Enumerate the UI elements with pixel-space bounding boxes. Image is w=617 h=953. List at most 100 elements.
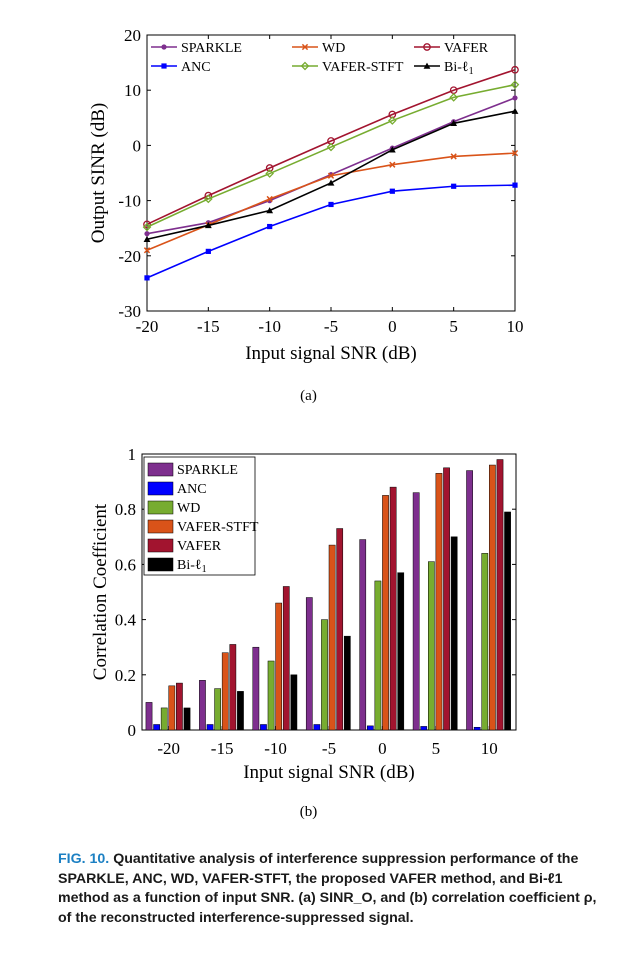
data-point-wd — [511, 149, 519, 157]
x-tick-label-a: -20 — [136, 317, 159, 336]
legend-a: SPARKLE WD VAFER ANC VAFER-STFT Bi-ℓ1 — [151, 41, 489, 77]
data-point-vafer — [143, 220, 151, 229]
legend-label-wd: WD — [322, 41, 345, 56]
bar-vafer — [496, 459, 504, 731]
legend-label-vafer-stft: VAFER-STFT — [177, 520, 259, 535]
data-point-anc — [328, 201, 334, 208]
legend-swatch-anc — [147, 481, 174, 496]
caption-text: Quantitative analysis of interference su… — [58, 851, 597, 926]
legend-swatch-wd — [147, 500, 174, 515]
bar-sparkle — [412, 492, 420, 731]
subfigure-label-b: (b) — [299, 804, 318, 820]
data-point-anc — [389, 188, 395, 194]
figure-number: FIG. 10. — [58, 851, 110, 867]
data-point-anc — [451, 183, 457, 189]
legend-marker-anc — [161, 63, 167, 69]
data-point-vafer-stft — [510, 80, 520, 89]
data-point-bi-1 — [511, 107, 519, 114]
y-tick-label-a: 20 — [124, 26, 141, 45]
x-tick-label-a: 5 — [449, 317, 458, 336]
data-point-bi-1 — [266, 207, 274, 214]
bar-vafer — [282, 586, 290, 731]
data-point-vafer — [511, 65, 519, 74]
bar-vafer — [176, 682, 183, 731]
legend-label-vafer: VAFER — [444, 41, 489, 56]
bar-sparkle — [466, 470, 473, 731]
bar-wd — [214, 688, 221, 731]
bar-vafer — [229, 644, 237, 731]
x-tick-label-b: 0 — [378, 739, 387, 758]
legend-marker-vafer-stft — [300, 61, 310, 71]
legend-marker-wd — [301, 43, 309, 51]
bar-anc — [313, 724, 321, 731]
bar-vafer — [443, 467, 450, 731]
data-point-wd — [266, 195, 273, 203]
data-point-anc — [267, 223, 273, 230]
bar-bi-1 — [343, 635, 351, 731]
data-point-wd — [450, 153, 457, 160]
x-axis-label-b: Input signal SNR (dB) — [243, 762, 415, 783]
series-line-vafer-stft — [146, 83, 516, 228]
data-point-bi-1 — [204, 222, 212, 229]
legend-swatch-bi-1 — [147, 557, 174, 572]
bar-vafer-stft — [168, 685, 176, 731]
data-point-wd — [327, 172, 335, 179]
bar-wd — [374, 580, 382, 731]
y-tick-label-a: -10 — [118, 192, 141, 211]
legend-swatch-vafer — [147, 538, 174, 553]
bar-bi-1 — [183, 707, 191, 731]
bar-anc — [473, 726, 481, 731]
x-tick-label-b: -5 — [322, 739, 336, 758]
y-tick-label-b: 0.6 — [115, 555, 136, 574]
bar-bi-1 — [290, 674, 298, 731]
y-axis-label-b: Correlation Coefficient — [90, 503, 111, 680]
x-tick-label-a: -15 — [197, 317, 220, 336]
legend-label-anc: ANC — [181, 60, 211, 75]
bar-bi-1 — [237, 691, 244, 731]
bar-vafer-stft — [221, 652, 229, 731]
y-tick-label-a: 10 — [124, 81, 141, 100]
bar-bi-1 — [504, 511, 511, 731]
legend-box-b — [143, 456, 256, 576]
data-point-anc — [144, 275, 150, 281]
legend-marker-bi-1 — [423, 62, 431, 69]
y-tick-label-a: -20 — [118, 247, 141, 266]
legend-marker-vafer — [423, 43, 431, 51]
data-point-sparkle — [512, 95, 518, 101]
bar-vafer-stft — [328, 544, 336, 731]
bar-bi-1 — [450, 536, 458, 731]
legend-b: SPARKLE ANC WD VAFER-STFT VAFER Bi-ℓ1 — [143, 456, 259, 576]
y-tick-label-b: 0.4 — [115, 611, 137, 630]
legend-label-vafer-stft: VAFER-STFT — [322, 60, 404, 75]
bar-wd — [267, 660, 275, 731]
legend-label-bi-1: Bi-ℓ1 — [444, 60, 474, 77]
data-point-vafer-stft — [204, 194, 213, 204]
x-tick-label-b: 5 — [432, 739, 441, 758]
x-tick-label-a: 10 — [507, 317, 524, 336]
x-tick-label-b: -20 — [157, 739, 180, 758]
data-point-vafer-stft — [326, 142, 336, 152]
x-tick-label-b: -10 — [264, 739, 287, 758]
figure-caption: FIG. 10. Quantitative analysis of interf… — [58, 850, 613, 928]
bar-sparkle — [252, 646, 260, 731]
y-tick-label-b: 0.2 — [115, 666, 136, 685]
bar-sparkle — [145, 702, 153, 731]
legend-label-sparkle: SPARKLE — [177, 463, 238, 478]
bar-bi-1 — [397, 572, 405, 731]
bar-anc — [153, 724, 160, 731]
bar-wd — [160, 707, 168, 731]
data-point-bi-1 — [327, 179, 335, 186]
bar-vafer — [336, 528, 344, 731]
legend-swatch-vafer-stft — [147, 519, 174, 534]
data-point-bi-1 — [143, 235, 151, 242]
bar-vafer-stft — [435, 473, 443, 731]
x-tick-label-b: -15 — [211, 739, 234, 758]
y-tick-label-b: 0.8 — [115, 500, 136, 519]
bar-wd — [481, 553, 489, 731]
bar-anc — [420, 726, 428, 731]
data-point-anc — [205, 248, 211, 254]
bar-vafer — [389, 486, 397, 731]
data-point-vafer-stft — [142, 222, 152, 232]
data-point-bi-1 — [388, 146, 396, 153]
